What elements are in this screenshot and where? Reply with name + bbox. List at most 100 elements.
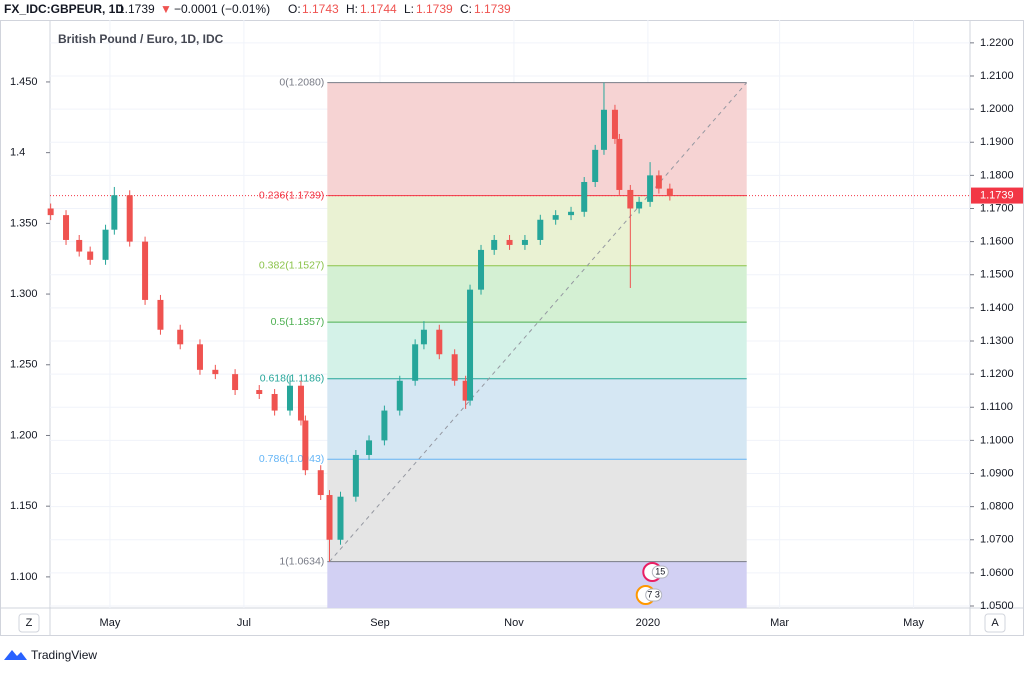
y-tick-label: 1.2100 <box>980 70 1014 82</box>
candle-body <box>616 138 623 190</box>
y-tick-label: 1.1700 <box>980 202 1014 214</box>
candle-body <box>177 329 184 345</box>
c-label: C: <box>460 2 472 16</box>
candle-body <box>478 249 485 290</box>
candle-body <box>196 344 203 370</box>
last: 1.1739 <box>118 2 155 16</box>
candle-body <box>436 329 443 355</box>
fib-label: 0.236(1.1739) <box>259 189 324 201</box>
candle-body <box>491 239 498 250</box>
x-tick-label: Nov <box>504 617 524 629</box>
candle-body <box>326 495 333 540</box>
candle-body <box>647 175 654 202</box>
candle-body <box>47 208 54 216</box>
candle-body <box>102 229 109 260</box>
y2-tick-label: 1.250 <box>10 359 38 371</box>
y-tick-label: 1.1200 <box>980 368 1014 380</box>
z-button[interactable] <box>18 613 40 633</box>
x-tick-label: May <box>100 617 121 629</box>
a-button[interactable] <box>984 613 1006 633</box>
brand[interactable]: TradingView <box>31 648 97 662</box>
y-tick-label: 1.1500 <box>980 269 1014 281</box>
y2-tick-label: 1.4 <box>10 147 25 159</box>
candle-body <box>581 181 588 212</box>
candle-body <box>600 109 607 150</box>
y-tick-label: 1.0700 <box>980 534 1014 546</box>
y2-tick-label: 1.300 <box>10 288 38 300</box>
brand-logo[interactable] <box>4 650 27 660</box>
x-tick-label: 2020 <box>636 617 660 629</box>
candle-body <box>232 374 239 391</box>
y2-tick-label: 1.350 <box>10 217 38 229</box>
candle-body <box>271 394 278 411</box>
fib-zone <box>327 82 747 196</box>
fib-label: 0.618(1.1186) <box>260 373 325 385</box>
last-price-tag <box>971 187 1023 204</box>
candle-body <box>506 239 513 245</box>
x-tick-label: May <box>903 617 924 629</box>
candle-body <box>666 188 673 196</box>
x-tick-label: Jul <box>237 617 251 629</box>
y-tick-label: 1.1000 <box>980 434 1014 446</box>
change: −0.0001 (−0.01%) <box>174 2 270 16</box>
candle-body <box>63 215 70 240</box>
fib-zone <box>327 459 747 562</box>
y-tick-label: 1.2200 <box>980 37 1014 49</box>
candle-body <box>592 149 599 182</box>
candle-body <box>111 195 118 230</box>
o-label: O: <box>288 2 301 16</box>
candle-body <box>366 440 373 455</box>
open: 1.1743 <box>302 2 339 16</box>
y-tick-label: 1.1100 <box>980 401 1013 413</box>
fib-zone <box>327 561 747 608</box>
event-badge <box>645 588 663 602</box>
event-label: 7 3 <box>647 589 660 599</box>
y-tick-label: 1.0900 <box>980 467 1014 479</box>
l-label: L: <box>404 2 414 16</box>
candle-body <box>142 241 149 300</box>
event-label: 15 <box>655 566 665 576</box>
candle-body <box>636 201 643 209</box>
y2-tick-label: 1.200 <box>10 429 38 441</box>
fib-zone <box>327 265 747 323</box>
y-tick-label: 1.1400 <box>980 302 1014 314</box>
candle-body <box>451 354 458 381</box>
candle-body <box>467 289 474 401</box>
candle-body <box>420 329 427 345</box>
y-tick-label: 1.0800 <box>980 501 1014 513</box>
y-tick-label: 1.0500 <box>980 600 1014 612</box>
y-tick-label: 1.1900 <box>980 136 1014 148</box>
candle-body <box>537 219 544 240</box>
fib-label: 0.382(1.1527) <box>259 260 324 272</box>
candle-body <box>462 380 469 401</box>
fib-label: 0.5(1.1357) <box>271 316 325 328</box>
last-price-label: 1.1739 <box>980 189 1014 201</box>
candle-body <box>396 380 403 411</box>
candle-body <box>412 344 419 381</box>
candle-body <box>337 496 344 540</box>
candle-body <box>521 239 528 245</box>
candle-body <box>286 385 293 411</box>
candle-body <box>87 251 94 260</box>
candle-body <box>297 385 304 421</box>
candle-body <box>568 211 575 216</box>
candle-body <box>317 470 324 496</box>
candle-body <box>352 454 359 497</box>
candle-body <box>627 189 634 209</box>
y2-tick-label: 1.100 <box>10 571 38 583</box>
fib-zone <box>327 195 747 266</box>
arrow: ▼ <box>160 2 172 16</box>
a-label[interactable]: A <box>991 617 999 629</box>
x-tick-label: Sep <box>370 617 390 629</box>
y-tick-label: 1.0600 <box>980 567 1014 579</box>
fib-label: 1(1.0634) <box>279 555 324 567</box>
candle-body <box>157 299 164 330</box>
z-label[interactable]: Z <box>26 617 33 629</box>
high: 1.1744 <box>360 2 397 16</box>
candle-body <box>655 175 662 189</box>
candle-body <box>212 369 219 375</box>
event-badge <box>651 565 669 579</box>
candle-body <box>126 195 133 242</box>
